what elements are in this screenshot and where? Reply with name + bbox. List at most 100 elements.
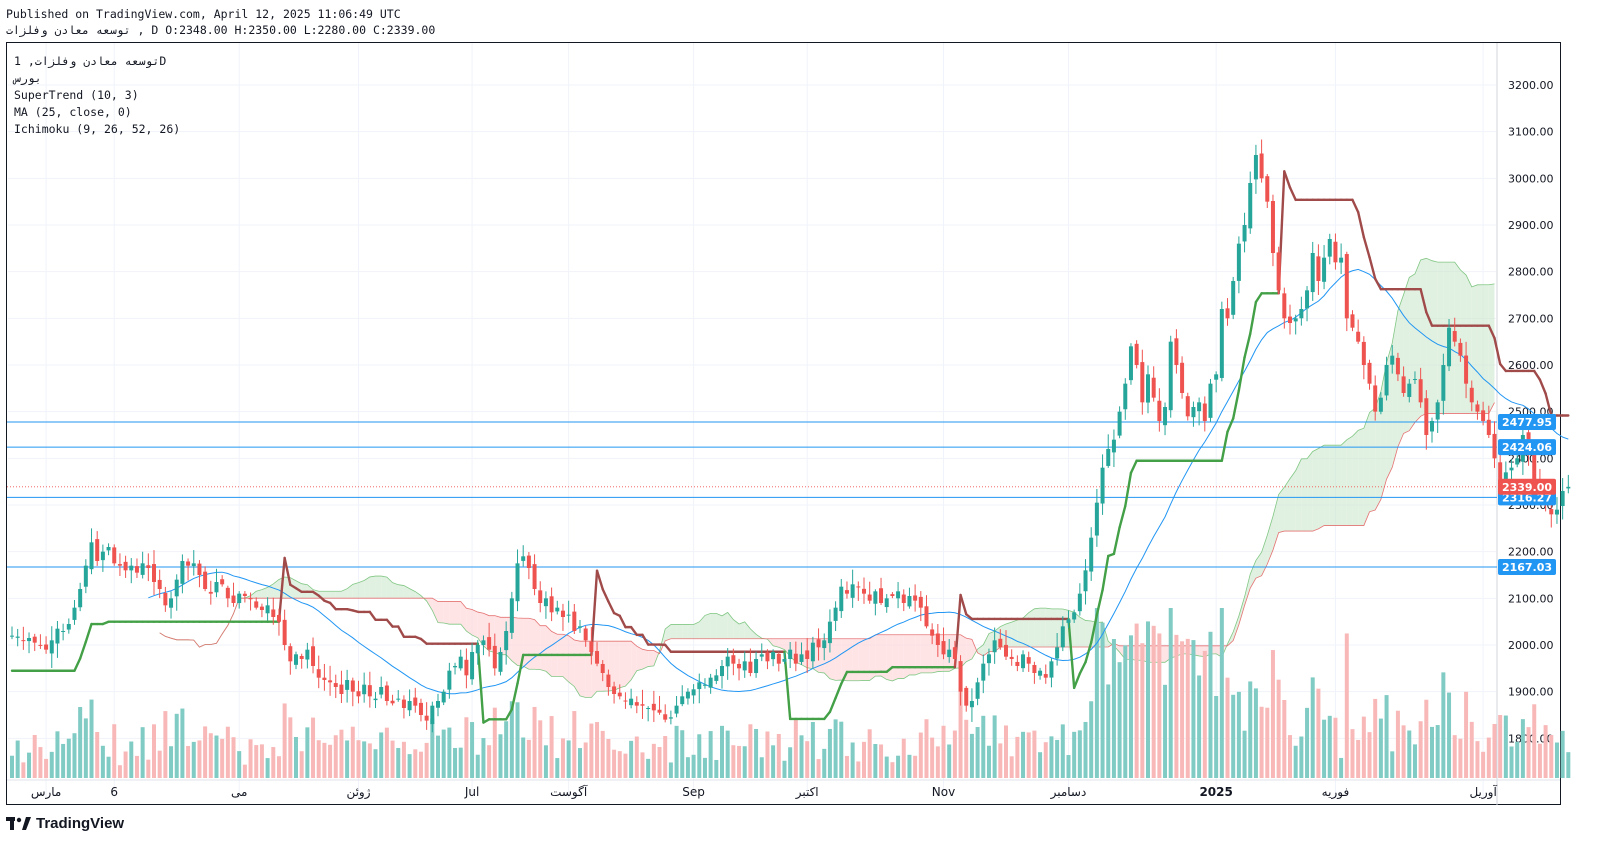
cloud-segment [1011,620,1018,648]
price-level-label-text: 2167.03 [1502,561,1552,574]
candle [1350,310,1355,332]
candle [612,681,617,704]
candle-body [1219,309,1224,378]
legend-supertrend[interactable]: SuperTrend (10, 3) [14,88,139,102]
candle [1554,497,1559,524]
candle [134,558,139,578]
supertrend-segment [1425,310,1434,327]
candle-body [634,702,639,706]
candle [1282,287,1287,329]
candle-body [220,579,225,585]
candle-body [918,596,923,608]
cloud-segment [1460,269,1467,414]
volume-bar [1089,701,1094,778]
candle-body [759,654,764,657]
candle [1288,304,1292,335]
candle-body [572,611,577,631]
candle [1089,527,1094,581]
cloud-segment [733,619,740,639]
candle [95,531,100,566]
cloud-segment [699,615,705,639]
candle [1560,478,1565,520]
volume-bar [197,740,202,778]
cloud-segment [1392,310,1398,468]
volume-bar [1111,639,1116,778]
candle [396,690,401,702]
volume-bar [1407,730,1412,778]
volume-bar [157,750,162,778]
candle-body [322,677,327,680]
candle [1441,353,1446,415]
candle-body [83,565,88,587]
volume-bar [95,732,100,778]
volume-bar [350,726,355,778]
volume-bar [1083,721,1088,778]
candle-body [78,589,83,608]
cloud-segment [477,612,484,646]
candle [856,581,861,601]
candle-body [1009,656,1014,659]
y-tick-label: 2000.00 [1508,639,1554,652]
candle [731,648,736,676]
cloud-segment [915,634,921,675]
candle-body [521,556,526,561]
candle-body [1418,379,1423,403]
candle-body [793,653,798,664]
legend-ichimoku[interactable]: Ichimoku (9, 26, 52, 26) [14,122,181,136]
candle [1197,397,1202,426]
candle [1083,559,1088,605]
candle-body [72,607,77,620]
volume-bar [606,738,611,778]
candle [805,638,810,674]
last-price-label-box [1498,478,1556,495]
volume-bar [299,751,304,778]
volume-bar [276,756,281,778]
supertrend-segment [73,657,82,672]
candle-body [1288,316,1292,323]
supertrend-segment [1129,459,1138,475]
volume-bar [930,737,935,778]
cloud-segment [1397,294,1404,447]
candle [55,620,60,658]
volume-bar [833,719,838,778]
candle [1253,144,1258,194]
candle [458,649,463,671]
candle-body [294,654,298,665]
last-price-label-text: 2339.00 [1502,481,1552,494]
candle-body [1100,467,1105,504]
cloud-segment [960,634,967,668]
candle [952,640,957,666]
candle [1157,388,1162,432]
candle-body [1367,362,1372,384]
candle [464,648,469,689]
candle-body [578,626,582,628]
volume-bar [1117,662,1122,778]
volume-bars [10,608,1571,778]
supertrend-segment [965,613,974,621]
volume-bar [441,729,446,778]
candle [1185,392,1190,421]
legend-ma[interactable]: MA (25, close, 0) [14,105,132,119]
cloud-segment [1023,612,1029,648]
candle-body [186,561,191,566]
candle-body [10,635,14,637]
candle-body [913,595,918,601]
tradingview-logo[interactable]: TradingView [6,815,124,832]
cloud-segment [540,625,546,672]
cloud-segment [898,634,904,679]
supertrend-segment [397,625,406,638]
supertrend-segment [1288,186,1297,202]
cloud-segment [875,634,882,677]
candle [651,690,656,723]
volume-bar [1288,735,1292,778]
candle [10,626,14,640]
cloud-segment [432,598,438,623]
candle-body [958,661,963,692]
supertrend-segment [476,642,485,724]
volume-bar [873,744,878,778]
candle [1373,375,1378,421]
candle [373,691,378,709]
volume-bar [384,727,389,778]
candle [810,636,815,669]
